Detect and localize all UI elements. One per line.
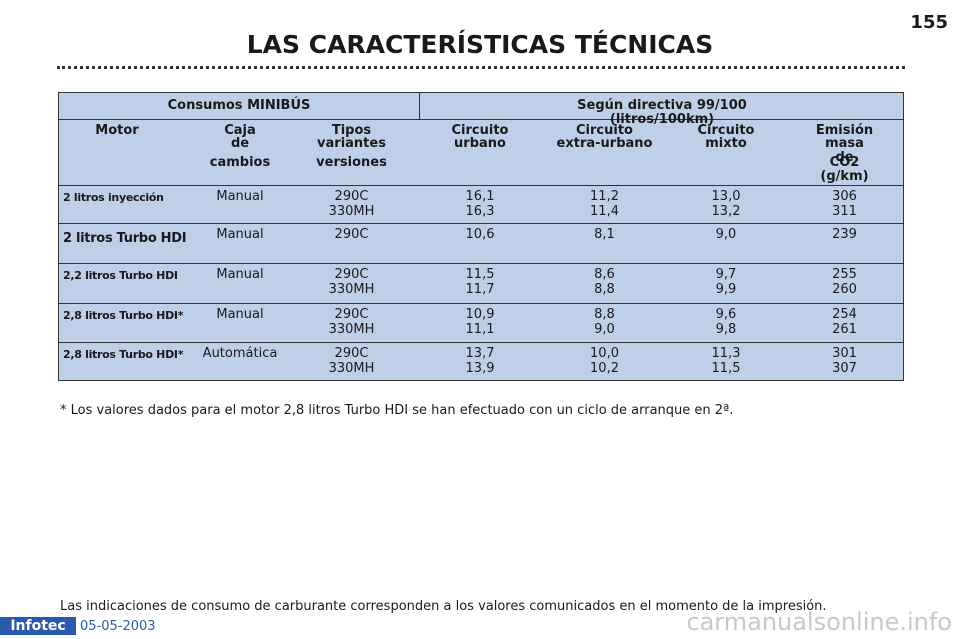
page-number: 155 xyxy=(910,12,948,33)
column-header: urbano xyxy=(454,136,506,151)
motor-label: 2 litros inyección xyxy=(63,191,164,204)
dotted-rule xyxy=(57,66,905,69)
cell-value: 10,0 xyxy=(590,346,619,361)
cell-value: 11,4 xyxy=(590,204,619,219)
cell-value: 290C xyxy=(334,346,369,361)
cell-value: Automática xyxy=(202,346,278,361)
cell-value: 10,6 xyxy=(465,227,495,242)
row-line xyxy=(59,223,903,224)
table: Consumos MINIBÚS Según directiva 99/100 (… xyxy=(58,92,904,381)
cell-value: 8,1 xyxy=(594,227,615,242)
row-line xyxy=(59,119,903,120)
column-header: Emisión xyxy=(815,123,874,138)
cell-value: 8,8 xyxy=(594,307,615,322)
row-line xyxy=(59,303,903,304)
cell-value: 254 xyxy=(832,307,857,322)
cell-value: 11,1 xyxy=(465,322,495,337)
cell-value: 290C xyxy=(334,307,369,322)
cell-value: 330MH xyxy=(328,322,375,337)
column-header: Circuito xyxy=(451,123,509,138)
cell-value: 9,6 xyxy=(715,307,737,322)
cell-value: 311 xyxy=(832,204,857,219)
column-header: Motor xyxy=(95,123,139,138)
cell-value: 8,6 xyxy=(594,267,615,282)
cell-value: 11,3 xyxy=(711,346,741,361)
motor-label: 2,2 litros Turbo HDI xyxy=(63,269,178,282)
footer-logo: Infotec xyxy=(0,617,76,635)
motor-label: 2,8 litros Turbo HDI* xyxy=(63,348,184,361)
cell-value: 9,9 xyxy=(715,282,737,297)
column-header: masa de xyxy=(825,136,864,165)
cell-value: 260 xyxy=(832,282,857,297)
cell-value: 9,7 xyxy=(715,267,737,282)
cell-value: 13,0 xyxy=(711,189,741,204)
column-header: Caja xyxy=(224,123,256,138)
cell-value: 307 xyxy=(832,361,857,376)
cell-value: 13,9 xyxy=(465,361,495,376)
cell-value: 306 xyxy=(832,189,857,204)
column-header: variantes xyxy=(317,136,386,151)
row-line xyxy=(59,342,903,343)
cell-value: 290C xyxy=(334,189,369,204)
cell-value: 330MH xyxy=(328,204,375,219)
cell-value: 11,2 xyxy=(590,189,619,204)
watermark: carmanualsonline.info xyxy=(686,608,952,636)
cell-value: 11,5 xyxy=(465,267,495,282)
cell-value: 330MH xyxy=(328,361,375,376)
row-line xyxy=(59,263,903,264)
bottom-note: Las indicaciones de consumo de carburant… xyxy=(60,599,827,614)
column-header: mixto xyxy=(705,136,747,151)
cell-value: Manual xyxy=(216,227,264,242)
cell-value: 255 xyxy=(832,267,857,282)
cell-value: 9,8 xyxy=(715,322,737,337)
cell-value: 8,8 xyxy=(594,282,615,297)
cell-value: 9,0 xyxy=(594,322,615,337)
cell-value: 10,9 xyxy=(465,307,495,322)
cell-value: Manual xyxy=(216,267,264,282)
column-header: CO2 (g/km) xyxy=(820,155,869,184)
motor-label: 2,8 litros Turbo HDI* xyxy=(63,309,184,322)
cell-value: 11,7 xyxy=(465,282,495,297)
footer-date: 05-05-2003 xyxy=(80,619,156,634)
cell-value: 9,0 xyxy=(715,227,737,242)
motor-label: 2 litros Turbo HDI xyxy=(63,231,187,246)
column-header: extra-urbano xyxy=(556,136,653,151)
cell-value: 301 xyxy=(832,346,857,361)
group-header: Según directiva 99/100 (litros/100km) xyxy=(577,98,747,127)
column-header: versiones xyxy=(316,155,387,170)
column-line xyxy=(419,93,420,119)
column-header: de xyxy=(230,136,250,151)
row-line xyxy=(59,185,903,186)
cell-value: 239 xyxy=(832,227,857,242)
cell-value: 330MH xyxy=(328,282,375,297)
cell-value: 13,2 xyxy=(711,204,741,219)
cell-value: Manual xyxy=(216,189,264,204)
cell-value: 16,1 xyxy=(465,189,495,204)
column-header: cambios xyxy=(209,155,271,170)
footnote: * Los valores dados para el motor 2,8 li… xyxy=(60,403,734,418)
column-header: Tipos xyxy=(331,123,372,138)
column-header: Circuito xyxy=(697,123,755,138)
cell-value: 13,7 xyxy=(465,346,495,361)
cell-value: 10,2 xyxy=(590,361,619,376)
cell-value: 16,3 xyxy=(465,204,495,219)
cell-value: 290C xyxy=(334,267,369,282)
group-header: Consumos MINIBÚS xyxy=(167,98,311,113)
title: LAS CARACTERÍSTICAS TÉCNICAS xyxy=(246,30,714,59)
cell-value: 261 xyxy=(832,322,857,337)
column-header: Circuito xyxy=(576,123,633,138)
cell-value: 11,5 xyxy=(711,361,741,376)
cell-value: Manual xyxy=(216,307,264,322)
cell-value: 290C xyxy=(334,227,369,242)
